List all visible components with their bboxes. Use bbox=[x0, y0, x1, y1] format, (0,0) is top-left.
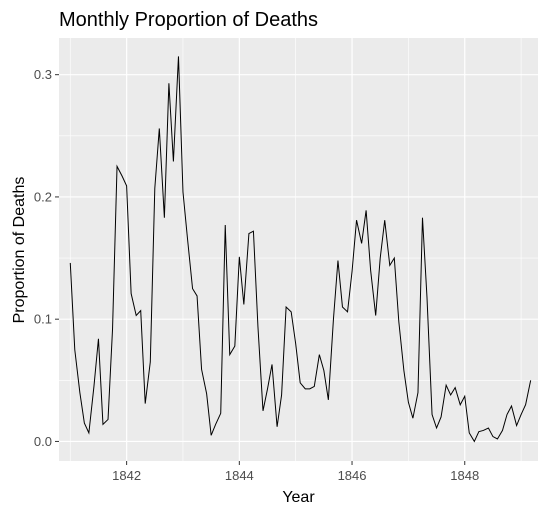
plot-panel bbox=[59, 38, 538, 461]
series-line bbox=[69, 56, 532, 443]
y-tick-label: 0.0 bbox=[34, 434, 52, 449]
x-tick-label: 1844 bbox=[225, 468, 254, 483]
y-tick-label: 0.1 bbox=[34, 312, 52, 327]
grid-major bbox=[59, 38, 538, 461]
y-tick-label: 0.3 bbox=[34, 67, 52, 82]
grid-minor bbox=[59, 38, 538, 461]
x-tick-label: 1842 bbox=[112, 468, 141, 483]
x-axis: 1842 1844 1846 1848 bbox=[112, 461, 479, 483]
y-axis: 0.0 0.1 0.2 0.3 bbox=[34, 67, 59, 449]
x-axis-title: Year bbox=[282, 489, 315, 506]
x-tick-label: 1846 bbox=[338, 468, 367, 483]
x-tick-label: 1848 bbox=[450, 468, 479, 483]
y-axis-title: Proportion of Deaths bbox=[11, 177, 28, 324]
y-tick-label: 0.2 bbox=[34, 189, 52, 204]
chart-title: Monthly Proportion of Deaths bbox=[59, 9, 318, 31]
